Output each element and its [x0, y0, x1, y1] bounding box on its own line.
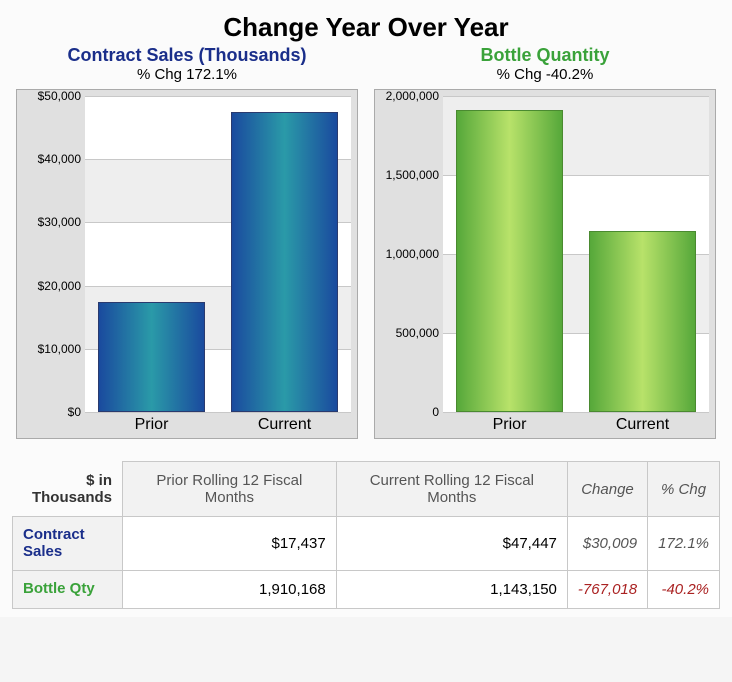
y-tick-label: 1,500,000: [386, 168, 439, 182]
y-tick-label: 500,000: [396, 326, 439, 340]
bar: [98, 302, 204, 412]
chart-subtitle-left: % Chg 172.1%: [16, 66, 358, 83]
table-cell: $47,447: [336, 517, 567, 571]
chart-title-left: Contract Sales (Thousands): [16, 45, 358, 66]
chart-bottle-qty: Bottle Quantity % Chg -40.2% 0 500,000 1,0…: [374, 45, 716, 439]
table-cell: -40.2%: [648, 571, 720, 609]
table-col-current: Current Rolling 12 Fiscal Months: [336, 462, 567, 517]
x-label: Current: [218, 412, 351, 434]
table-col-prior: Prior Rolling 12 Fiscal Months: [123, 462, 337, 517]
table-row: Contract Sales$17,437$47,447$30,009172.1…: [13, 517, 720, 571]
y-tick-label: $0: [68, 405, 81, 419]
x-label: Prior: [85, 412, 218, 434]
y-tick-label: $30,000: [38, 215, 81, 229]
chart-title-right: Bottle Quantity: [374, 45, 716, 66]
y-axis-right: 0500,0001,000,0001,500,0002,000,000: [381, 96, 443, 412]
y-tick-label: 2,000,000: [386, 89, 439, 103]
bar: [231, 112, 337, 412]
table-cell: 1,143,150: [336, 571, 567, 609]
table-row: Bottle Qty1,910,1681,143,150-767,018-40.…: [13, 571, 720, 609]
y-tick-label: $10,000: [38, 342, 81, 356]
table-cell: $17,437: [123, 517, 337, 571]
table-corner: $ in Thousands: [13, 462, 123, 517]
table-cell: -767,018: [567, 571, 647, 609]
chart-frame-left: $0 $10,000 $20,000 $30,000 $40,000 $50,000 Pr…: [16, 89, 358, 439]
gridline: [85, 412, 351, 413]
summary-table: $ in Thousands Prior Rolling 12 Fiscal M…: [12, 461, 720, 609]
bar: [456, 110, 562, 412]
table-cell: $30,009: [567, 517, 647, 571]
x-label: Current: [576, 412, 709, 434]
charts-row: Contract Sales (Thousands) % Chg 172.1% …: [12, 45, 720, 439]
chart-contract-sales: Contract Sales (Thousands) % Chg 172.1% …: [16, 45, 358, 439]
report-container: Change Year Over Year Contract Sales (Th…: [0, 0, 732, 617]
x-axis-right: PriorCurrent: [443, 412, 709, 434]
y-tick-label: $50,000: [38, 89, 81, 103]
bar: [589, 231, 695, 412]
table-cell: 1,910,168: [123, 571, 337, 609]
main-title: Change Year Over Year: [12, 12, 720, 43]
y-tick-label: 1,000,000: [386, 247, 439, 261]
y-axis-left: $0$10,000$20,000$30,000$40,000$50,000: [23, 96, 85, 412]
row-head: Contract Sales: [13, 517, 123, 571]
x-axis-left: PriorCurrent: [85, 412, 351, 434]
row-head: Bottle Qty: [13, 571, 123, 609]
y-tick-label: $20,000: [38, 279, 81, 293]
bars-layer-right: [443, 96, 709, 412]
chart-subtitle-right: % Chg -40.2%: [374, 66, 716, 83]
table-body: Contract Sales$17,437$47,447$30,009172.1…: [13, 517, 720, 609]
x-label: Prior: [443, 412, 576, 434]
chart-frame-right: 0 500,000 1,000,000 1,500,000 2,000,000 Prio…: [374, 89, 716, 439]
bars-layer-left: [85, 96, 351, 412]
y-tick-label: $40,000: [38, 152, 81, 166]
table-col-change: Change: [567, 462, 647, 517]
y-tick-label: 0: [432, 405, 439, 419]
plot-area-right: [443, 96, 709, 412]
plot-area-left: [85, 96, 351, 412]
table-col-pctchg: % Chg: [648, 462, 720, 517]
table-cell: 172.1%: [648, 517, 720, 571]
gridline: [443, 412, 709, 413]
